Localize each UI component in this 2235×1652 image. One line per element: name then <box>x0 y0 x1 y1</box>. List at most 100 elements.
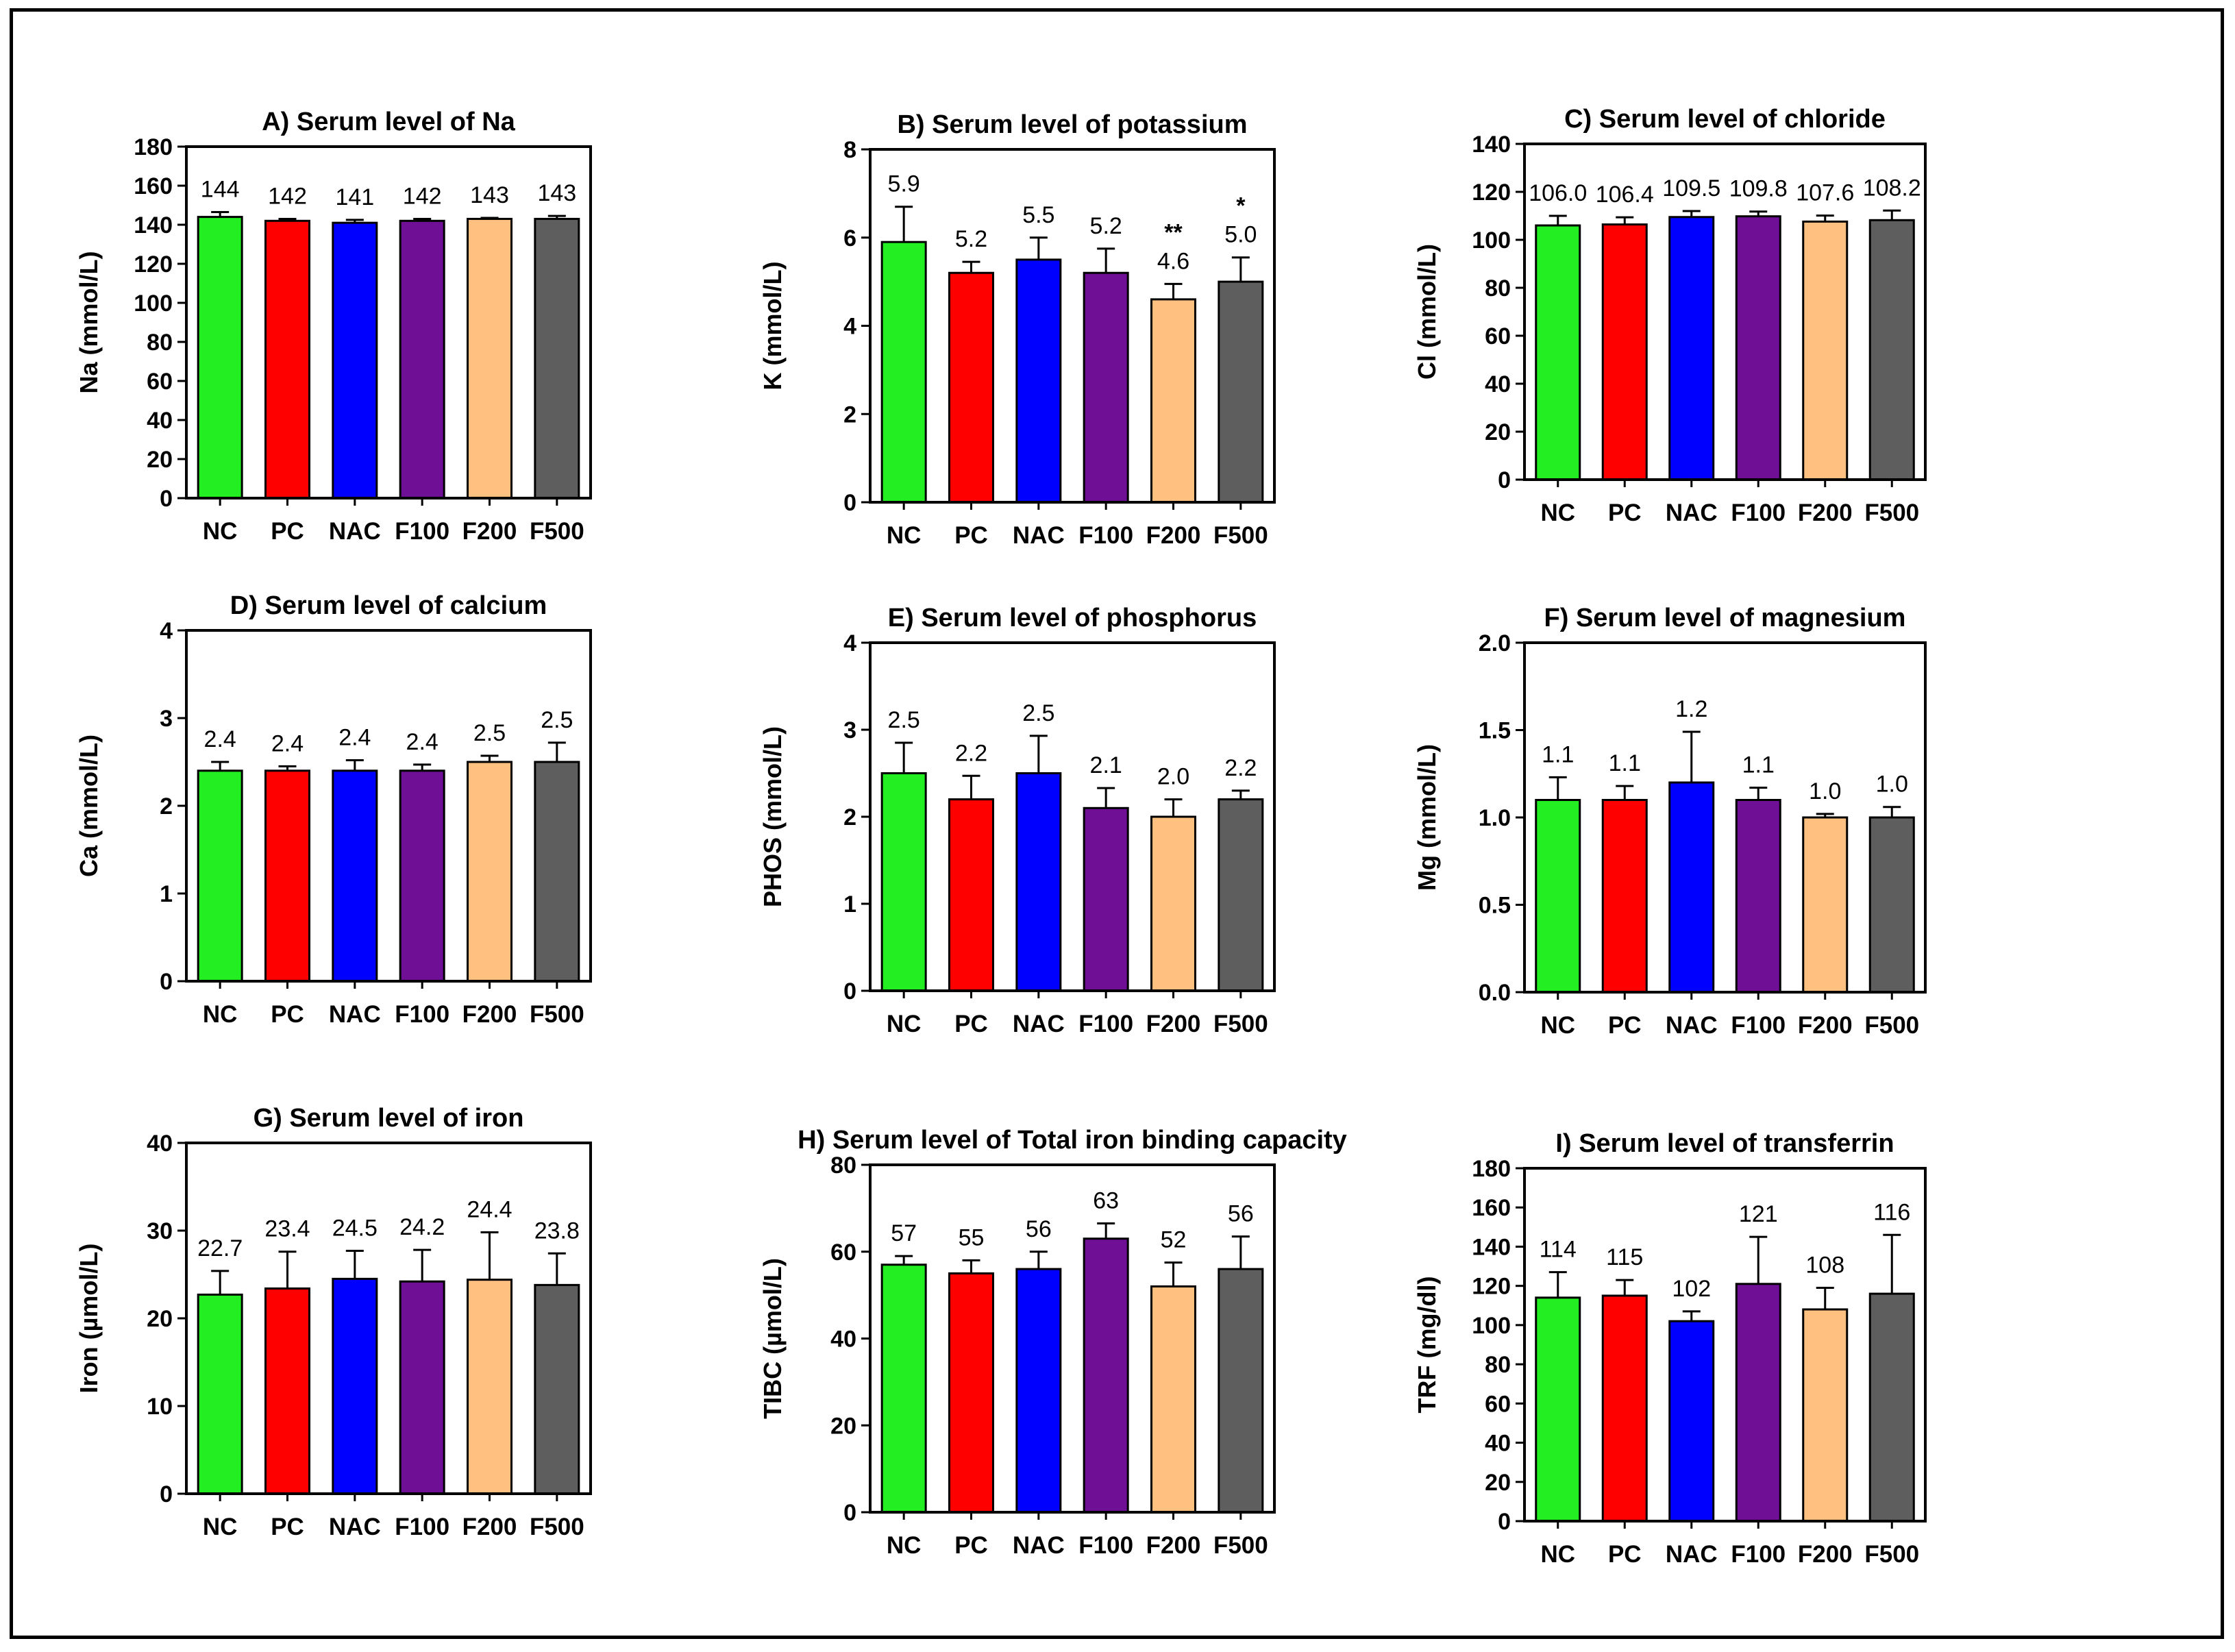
panel-e-data-label: 2.5 <box>888 707 920 733</box>
panel-a-x-tick-label: PC <box>271 518 304 545</box>
panel-d-bar <box>264 769 310 983</box>
panel-f-x-tick-label: F100 <box>1731 1012 1786 1039</box>
panel-i-y-tick-label: 0 <box>1498 1509 1511 1535</box>
panel-b-y-tick-label: 8 <box>843 137 856 163</box>
panel-e-y-tick-label: 0 <box>843 978 856 1004</box>
panel-e-y-tick-label: 3 <box>843 717 856 743</box>
panel-b-x-tick-label: F200 <box>1146 522 1201 549</box>
panel-e-data-label: 2.5 <box>1022 700 1054 726</box>
panel-i-y-tick-label: 60 <box>1485 1391 1511 1417</box>
figure-frame <box>10 8 2224 1639</box>
panel-h-bar <box>1150 1285 1196 1514</box>
panel-d-bar <box>332 769 378 983</box>
panel-i-y-tick-label: 80 <box>1485 1352 1511 1378</box>
panel-d-title: D) Serum level of calcium <box>230 591 547 620</box>
panel-h-bar <box>880 1263 927 1514</box>
panel-g-y-tick-label: 30 <box>147 1218 173 1244</box>
panel-a-data-label: 143 <box>470 182 509 208</box>
panel-d-data-label: 2.4 <box>204 726 236 752</box>
panel-a-bar <box>467 217 513 500</box>
panel-c-x-tick-label: F500 <box>1864 500 1919 526</box>
panel-d-x-tick-label: F100 <box>395 1001 449 1028</box>
panel-a-y-tick-label: 80 <box>147 330 173 356</box>
panel-e-x-tick-label: F500 <box>1213 1011 1268 1037</box>
panel-e-bar <box>948 798 994 992</box>
panel-d-x-tick-label: NAC <box>329 1001 381 1028</box>
panel-a-bar <box>399 219 445 500</box>
panel-b-bar <box>1218 280 1264 504</box>
panel-a-x-tick-label: F100 <box>395 518 449 545</box>
panel-a-x-tick-label: F200 <box>462 518 517 545</box>
panel-d-bar <box>534 761 580 983</box>
panel-a-title: A) Serum level of Na <box>262 108 515 136</box>
panel-c-y-tick-label: 40 <box>1485 371 1511 397</box>
panel-b-significance-marker: ** <box>1164 219 1183 245</box>
panel-g-data-label: 24.4 <box>467 1197 512 1223</box>
panel-a-y-tick-label: 40 <box>147 408 173 434</box>
panel-h-bar <box>1015 1268 1062 1514</box>
panel-b-data-label: 5.0 <box>1224 222 1257 248</box>
panel-b-data-label: 5.2 <box>1090 213 1122 239</box>
panel-f-y-tick-label: 0.5 <box>1479 893 1511 919</box>
panel-f-y-tick-label: 0.0 <box>1479 980 1511 1006</box>
panel-c-x-tick-label: F200 <box>1798 500 1853 526</box>
panel-d-y-tick-label: 1 <box>160 881 173 907</box>
panel-e-bar <box>1015 772 1062 992</box>
panel-a-x-tick-label: NC <box>203 518 238 545</box>
panel-a-y-tick-label: 100 <box>134 291 173 317</box>
panel-h-bar <box>948 1272 994 1514</box>
panel-f-plot-frame <box>1523 641 1927 994</box>
panel-h-data-label: 56 <box>1026 1216 1052 1242</box>
panel-g-bar <box>467 1279 513 1495</box>
panel-e-y-axis-label: PHOS (mmol/L) <box>758 726 787 907</box>
panel-a-y-tick-label: 0 <box>160 486 173 512</box>
panel-g-y-tick-label: 10 <box>147 1394 173 1420</box>
panel-i-y-tick-label: 120 <box>1472 1274 1511 1300</box>
panel-b-data-label: 5.5 <box>1022 202 1054 228</box>
panel-f-data-label: 1.0 <box>1876 772 1908 798</box>
panel-a-data-label: 144 <box>201 176 240 202</box>
panel-h-x-tick-label: PC <box>954 1532 988 1559</box>
panel-c-y-tick-label: 100 <box>1472 227 1511 254</box>
panel-h-x-tick-label: F200 <box>1146 1532 1201 1559</box>
panel-f-y-axis-label: Mg (mmol/L) <box>1413 744 1441 891</box>
panel-e-y-tick-label: 1 <box>843 891 856 917</box>
panel-i-y-tick-label: 40 <box>1485 1431 1511 1457</box>
panel-a-bar <box>332 221 378 500</box>
panel-b-significance-marker: * <box>1236 193 1246 219</box>
panel-g-data-label: 22.7 <box>197 1235 243 1261</box>
panel-i-bar <box>1868 1292 1915 1522</box>
panel-h-y-tick-label: 0 <box>843 1500 856 1526</box>
panel-b-x-tick-label: NC <box>887 522 922 549</box>
panel-c-y-tick-label: 0 <box>1498 467 1511 493</box>
panel-f-title: F) Serum level of magnesium <box>1544 604 1906 632</box>
panel-f-x-tick-label: NAC <box>1666 1012 1718 1039</box>
panel-d-y-axis-label: Ca (mmol/L) <box>75 735 103 877</box>
panel-g-data-label: 23.8 <box>534 1218 580 1244</box>
panel-f-bar <box>1535 799 1581 994</box>
panel-i-x-tick-label: NC <box>1540 1541 1575 1568</box>
panel-d-x-tick-label: F200 <box>462 1001 517 1028</box>
panel-g-title: G) Serum level of iron <box>254 1104 524 1133</box>
panel-f-bar <box>1868 816 1915 994</box>
panel-h-data-label: 52 <box>1161 1227 1187 1253</box>
panel-f-bar <box>1735 799 1781 994</box>
panel-f-data-label: 1.0 <box>1809 778 1841 804</box>
panel-b-data-label: 5.9 <box>888 171 920 197</box>
panel-g-bar <box>264 1287 310 1495</box>
panel-g-y-tick-label: 20 <box>147 1306 173 1332</box>
panel-g-y-tick-label: 0 <box>160 1481 173 1507</box>
panel-i-title: I) Serum level of transferrin <box>1555 1129 1894 1158</box>
panel-e-data-label: 2.2 <box>1224 755 1257 781</box>
panel-d-x-tick-label: NC <box>203 1001 238 1028</box>
panel-a-y-tick-label: 160 <box>134 173 173 199</box>
panel-a-bar <box>197 216 243 500</box>
panel-f-bar <box>1802 816 1849 994</box>
panel-b-x-tick-label: NAC <box>1013 522 1065 549</box>
panel-b-data-label: 4.6 <box>1157 248 1189 274</box>
panel-b-x-tick-label: PC <box>954 522 988 549</box>
panel-d-y-tick-label: 2 <box>160 793 173 819</box>
panel-i-y-tick-label: 160 <box>1472 1195 1511 1221</box>
panel-h-data-label: 55 <box>959 1224 985 1250</box>
